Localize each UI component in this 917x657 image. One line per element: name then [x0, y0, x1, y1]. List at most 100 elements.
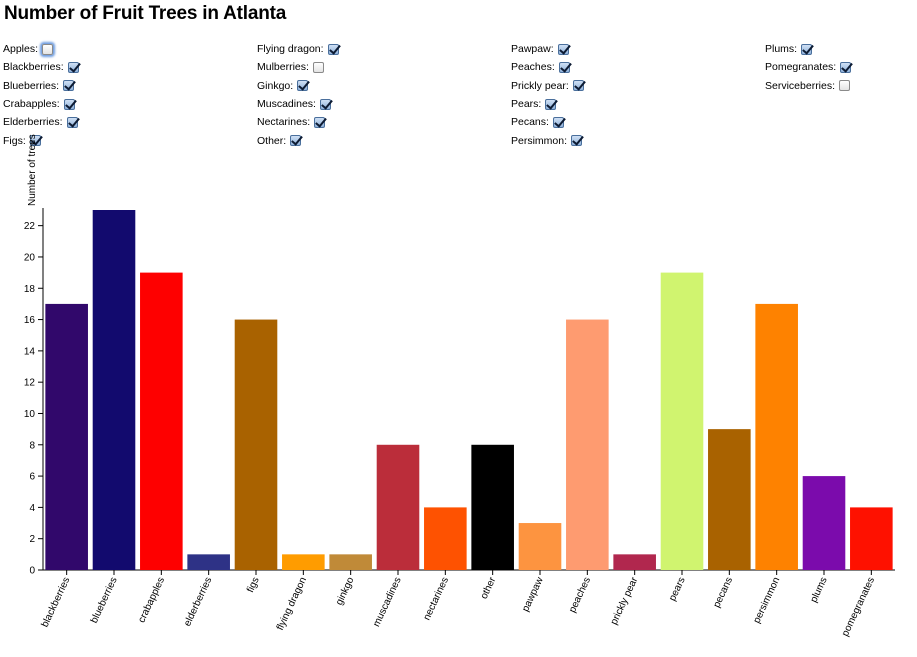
fruit-filter-panel: Apples: Blackberries: Blueberries: Crabappl…: [0, 40, 917, 152]
x-tick-label: blackberries: [40, 576, 73, 630]
bar-other[interactable]: [471, 444, 514, 570]
filter-label: Apples:: [3, 43, 39, 56]
y-tick-label: 14: [24, 346, 36, 357]
bar-crabapples[interactable]: [140, 272, 183, 570]
filter-label: Flying dragon:: [257, 43, 324, 56]
x-tick-label: prickly pear: [609, 575, 641, 627]
filter-column: Apples: Blackberries: Blueberries: Crabappl…: [3, 40, 79, 150]
filter-label: Prickly pear:: [511, 79, 569, 92]
filter-item-muscadines: Muscadines:: [257, 95, 339, 113]
page-title: Number of Fruit Trees in Atlanta: [4, 3, 287, 24]
filter-item-apples: Apples:: [3, 40, 79, 58]
y-tick-label: 8: [29, 440, 35, 451]
filter-label: Ginkgo:: [257, 79, 294, 92]
bar-pomegranates[interactable]: [850, 507, 893, 570]
filter-checkbox-other[interactable]: [290, 135, 302, 147]
x-tick-label: pomegranates: [840, 576, 877, 639]
filter-label: Elderberries:: [3, 116, 63, 129]
filter-item-elderberries: Elderberries:: [3, 113, 79, 131]
filter-item-blackberries: Blackberries:: [3, 58, 79, 76]
filter-checkbox-pears[interactable]: [545, 98, 557, 110]
filter-label: Blueberries:: [3, 79, 60, 92]
filter-checkbox-nectarines[interactable]: [314, 116, 326, 128]
bar-muscadines[interactable]: [376, 444, 420, 570]
filter-checkbox-pecans[interactable]: [552, 116, 564, 128]
y-axis-title: Number of trees: [27, 134, 38, 206]
filter-checkbox-pawpaw[interactable]: [557, 43, 569, 55]
x-tick-label: pawpaw: [520, 575, 546, 614]
bar-figs[interactable]: [234, 319, 278, 570]
filter-column: Pawpaw: Peaches: Prickly pear: Pears: Pecans…: [511, 40, 584, 150]
x-tick-label: elderberries: [182, 576, 214, 629]
filter-item-mulberries: Mulberries:: [257, 58, 339, 76]
bar-flying-dragon[interactable]: [282, 554, 325, 570]
filter-item-other: Other:: [257, 131, 339, 149]
bar-elderberries[interactable]: [187, 554, 230, 570]
filter-label: Persimmon:: [511, 134, 568, 147]
filter-item-pears: Pears:: [511, 95, 584, 113]
filter-item-flying-dragon: Flying dragon:: [257, 40, 339, 58]
filter-label: Plums:: [765, 43, 798, 56]
filter-checkbox-ginkgo[interactable]: [297, 80, 309, 92]
filter-label: Peaches:: [511, 61, 555, 74]
filter-label: Blackberries:: [3, 61, 64, 74]
filter-checkbox-peaches[interactable]: [558, 61, 570, 73]
filter-checkbox-flying-dragon[interactable]: [327, 43, 339, 55]
filter-item-serviceberries: Serviceberries:: [765, 77, 851, 95]
bar-peaches[interactable]: [566, 319, 609, 570]
y-tick-label: 16: [24, 315, 36, 326]
y-tick-label: 0: [29, 566, 35, 577]
filter-item-pawpaw: Pawpaw:: [511, 40, 584, 58]
filter-checkbox-plums[interactable]: [801, 43, 813, 55]
filter-checkbox-elderberries[interactable]: [66, 116, 78, 128]
filter-checkbox-mulberries[interactable]: [312, 61, 324, 73]
filter-item-peaches: Peaches:: [511, 58, 584, 76]
bar-blueberries[interactable]: [92, 210, 136, 570]
filter-column: Flying dragon: Mulberries: Ginkgo: Muscadin…: [257, 40, 339, 150]
y-tick-label: 22: [24, 221, 36, 232]
filter-item-pecans: Pecans:: [511, 113, 584, 131]
bar-prickly-pear[interactable]: [613, 554, 656, 570]
filter-item-pomegranates: Pomegranates:: [765, 58, 852, 76]
x-tick-label: pears: [667, 576, 688, 603]
filter-label: Other:: [257, 134, 287, 147]
bar-pears[interactable]: [660, 272, 704, 570]
filter-column: Plums: Pomegranates: Serviceberries:: [765, 40, 852, 95]
x-tick-label: peaches: [567, 576, 593, 615]
bar-plums[interactable]: [802, 476, 846, 570]
bar-persimmon[interactable]: [755, 303, 798, 570]
filter-item-figs: Figs:: [3, 131, 79, 149]
filter-checkbox-figs[interactable]: [29, 135, 41, 147]
filter-checkbox-crabapples[interactable]: [63, 98, 75, 110]
bar-blackberries[interactable]: [45, 303, 88, 570]
filter-checkbox-prickly-pear[interactable]: [572, 80, 584, 92]
filter-label: Pears:: [511, 98, 542, 111]
filter-item-persimmon: Persimmon:: [511, 131, 584, 149]
bar-ginkgo[interactable]: [329, 554, 372, 570]
filter-checkbox-persimmon[interactable]: [571, 135, 583, 147]
x-tick-label: pecans: [711, 576, 735, 610]
filter-checkbox-blackberries[interactable]: [67, 61, 79, 73]
filter-checkbox-serviceberries[interactable]: [839, 80, 851, 92]
x-tick-label: persimmon: [752, 576, 783, 625]
filter-checkbox-blueberries[interactable]: [63, 80, 75, 92]
x-tick-label: figs: [245, 576, 262, 595]
filter-checkbox-muscadines[interactable]: [319, 98, 331, 110]
bar-pawpaw[interactable]: [518, 523, 562, 570]
filter-label: Pawpaw:: [511, 43, 554, 56]
filter-label: Pecans:: [511, 116, 549, 129]
filter-item-plums: Plums:: [765, 40, 851, 58]
y-tick-label: 10: [24, 409, 36, 420]
filter-label: Nectarines:: [257, 116, 311, 129]
filter-item-nectarines: Nectarines:: [257, 113, 339, 131]
x-tick-label: blueberries: [89, 576, 120, 625]
filter-item-prickly-pear: Prickly pear:: [511, 77, 584, 95]
x-tick-label: flying dragon: [275, 576, 309, 633]
filter-checkbox-apples[interactable]: [42, 43, 54, 55]
bar-nectarines[interactable]: [424, 507, 467, 570]
filter-checkbox-pomegranates[interactable]: [840, 61, 852, 73]
filter-label: Serviceberries:: [765, 79, 836, 92]
y-tick-label: 20: [24, 252, 36, 263]
x-tick-label: nectarines: [422, 576, 451, 622]
bar-pecans[interactable]: [708, 429, 751, 570]
